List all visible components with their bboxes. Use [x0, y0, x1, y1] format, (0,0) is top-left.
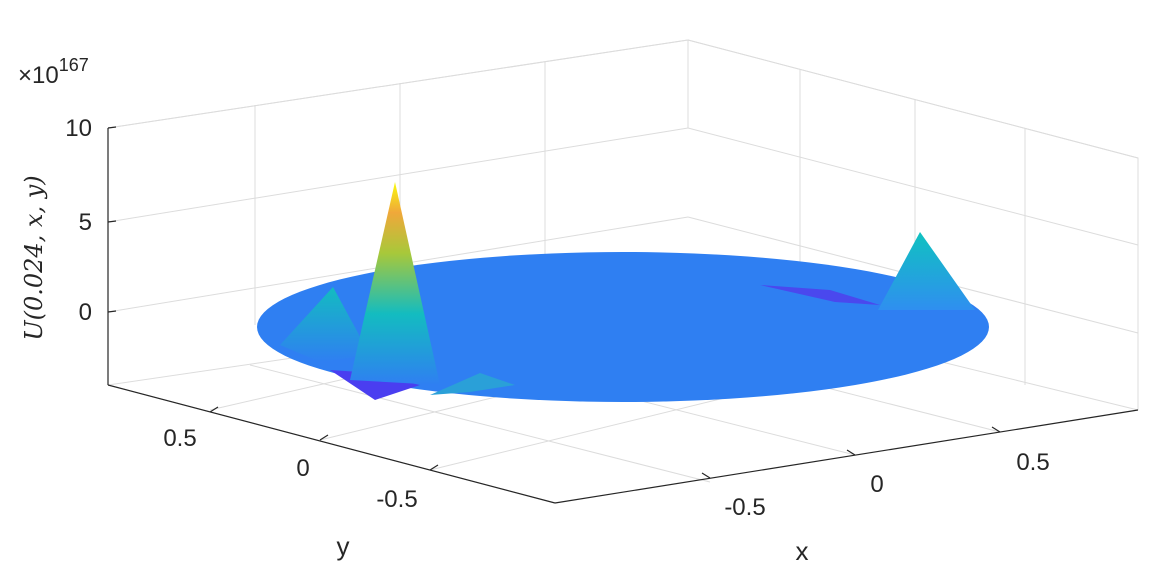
y-tick-labels: 0.5 0 -0.5 [163, 425, 417, 513]
x-tick-label: 0 [870, 471, 883, 498]
z-tick-labels: 10 5 0 [65, 115, 92, 326]
x-tick-label: -0.5 [724, 494, 765, 521]
svg-text:×10167: ×10167 [18, 55, 89, 89]
z-exponent-value: 167 [59, 55, 89, 75]
z-exponent: ×10167 [18, 55, 89, 89]
z-tick-label: 5 [79, 209, 92, 236]
peak-tall [350, 182, 440, 385]
x-tick-label: 0.5 [1016, 449, 1049, 476]
peak-right [878, 232, 975, 310]
y-tick-label: 0 [296, 455, 309, 482]
x-axis-label: x [796, 536, 809, 566]
surface [257, 182, 989, 402]
axes [107, 126, 1139, 504]
x-tick-labels: -0.5 0 0.5 [724, 449, 1049, 521]
y-axis-line [107, 384, 556, 504]
z-exponent-prefix: ×10 [18, 62, 59, 89]
y-axis-label: y [337, 531, 350, 561]
trough-right [760, 285, 880, 305]
peak-small-left [280, 287, 370, 362]
x-axis-line [554, 409, 1139, 504]
z-axis-label: U(0.024, x, y) [20, 175, 48, 340]
y-tick-label: 0.5 [163, 425, 196, 452]
z-tick-label: 0 [79, 299, 92, 326]
z-tick-label: 10 [65, 115, 92, 142]
y-tick-label: -0.5 [376, 486, 417, 513]
